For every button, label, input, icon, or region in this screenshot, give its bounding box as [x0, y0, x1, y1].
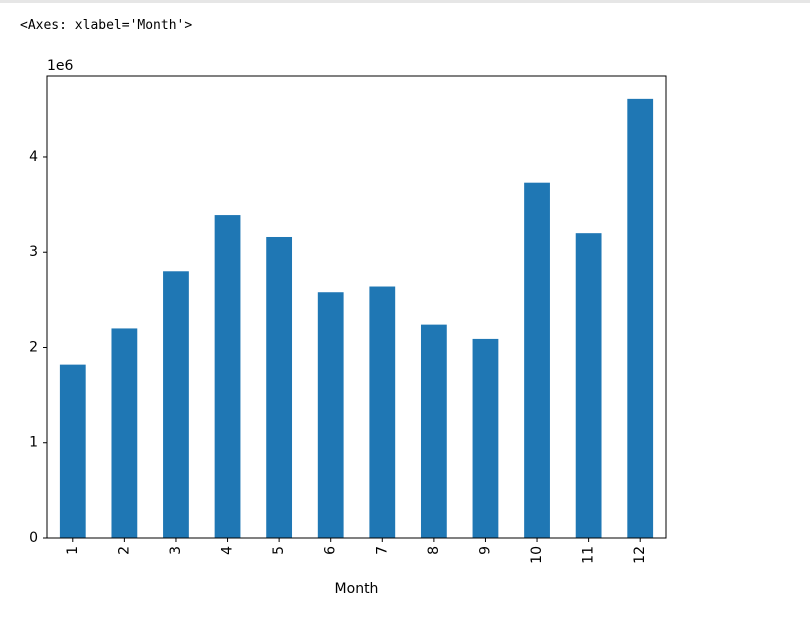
bar-month-2 [111, 328, 138, 538]
x-tick-label: 8 [426, 546, 442, 555]
y-tick-label: 0 [29, 530, 38, 546]
x-tick-label: 5 [271, 546, 287, 555]
x-tick-label: 7 [374, 546, 390, 555]
axes-frame [46, 75, 667, 539]
y-tick-label: 4 [29, 149, 38, 165]
y-ticks-group: 0 1 2 3 4 [29, 149, 47, 546]
x-tick-label: 11 [581, 546, 597, 564]
bar-month-8 [420, 324, 447, 538]
bar-month-10 [524, 182, 550, 538]
x-ticks-group: 1 2 3 4 5 6 7 8 9 10 11 12 [65, 538, 648, 564]
x-tick-label: 2 [116, 546, 132, 555]
y-tick-label: 3 [29, 244, 38, 260]
cell-top-border [0, 0, 810, 3]
bar-month-7 [369, 286, 396, 538]
bar-month-3 [163, 271, 189, 538]
y-tick-label: 1 [29, 435, 38, 451]
bar-month-6 [317, 292, 344, 538]
bar-month-5 [266, 236, 293, 538]
bars-group [59, 98, 654, 539]
bar-month-11 [575, 233, 602, 538]
x-axis-label: Month [335, 581, 379, 597]
x-tick-label: 4 [220, 546, 236, 555]
x-tick-label: 6 [323, 546, 339, 555]
bar-month-9 [472, 338, 499, 538]
x-tick-label: 3 [168, 546, 184, 555]
x-tick-label: 9 [477, 546, 493, 555]
bar-month-4 [214, 215, 241, 538]
x-tick-label: 10 [529, 546, 545, 564]
x-tick-label: 1 [65, 546, 81, 555]
bar-month-12 [627, 98, 654, 539]
x-tick-label: 12 [632, 546, 648, 564]
y-tick-label: 2 [29, 339, 38, 355]
y-offset-label: 1e6 [47, 58, 74, 74]
cell-output-text: <Axes: xlabel='Month'> [20, 18, 193, 33]
bar-month-1 [59, 364, 86, 538]
